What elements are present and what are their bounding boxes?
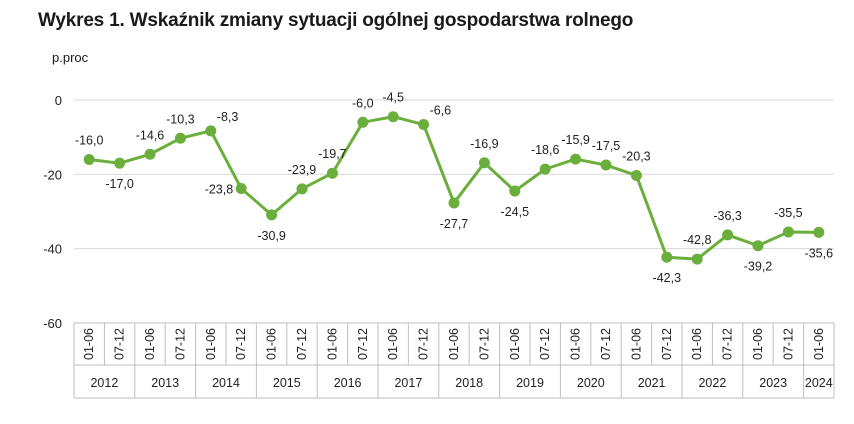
data-label: -15,9: [561, 133, 590, 147]
y-tick-label: -40: [43, 242, 62, 257]
data-point: [600, 159, 612, 171]
data-label: -8,3: [217, 110, 239, 124]
data-label: -16,9: [470, 137, 499, 151]
data-point: [722, 229, 734, 241]
x-tick-label: 01-06: [508, 328, 522, 360]
y-tick-label: -60: [43, 316, 62, 331]
data-point: [387, 111, 399, 123]
x-tick-label: 01-06: [751, 328, 765, 360]
x-tick-label: 07-12: [538, 328, 552, 360]
data-point: [326, 167, 338, 179]
x-tick-label: 07-12: [721, 328, 735, 360]
year-label: 2016: [334, 376, 362, 390]
year-label: 2017: [394, 376, 422, 390]
data-label: -42,3: [653, 271, 682, 285]
data-label: -4,5: [382, 91, 404, 105]
data-point: [539, 163, 551, 175]
data-point: [114, 157, 126, 169]
data-point: [235, 182, 247, 194]
x-tick-label: 07-12: [173, 328, 187, 360]
data-label: -16,0: [75, 133, 104, 147]
data-label: -35,6: [805, 246, 834, 260]
data-label: -19,7: [318, 147, 347, 161]
x-tick-label: 07-12: [599, 328, 613, 360]
data-point: [630, 169, 642, 181]
x-tick-label: 01-06: [143, 328, 157, 360]
x-tick-label: 01-06: [265, 328, 279, 360]
data-point: [813, 226, 825, 238]
data-label: -18,6: [531, 143, 560, 157]
x-tick-label: 07-12: [356, 328, 370, 360]
data-point: [144, 148, 156, 160]
chart-title: Wykres 1. Wskaźnik zmiany sytuacji ogóln…: [38, 10, 634, 31]
data-point: [782, 226, 794, 238]
data-label: -36,3: [713, 209, 742, 223]
data-point: [691, 253, 703, 265]
data-label: -24,5: [501, 205, 530, 219]
x-tick-label: 01-06: [82, 328, 96, 360]
data-label: -23,8: [205, 182, 234, 196]
data-label: -20,3: [622, 149, 651, 163]
data-point: [174, 132, 186, 144]
year-label: 2019: [516, 376, 544, 390]
x-tick-label: 01-06: [690, 328, 704, 360]
data-point: [509, 185, 521, 197]
data-label: -17,5: [592, 139, 621, 153]
data-label: -27,7: [440, 217, 469, 231]
year-label: 2018: [455, 376, 483, 390]
data-point: [266, 209, 278, 221]
data-point: [478, 157, 490, 169]
y-axis-unit-label: p.proc: [52, 50, 89, 65]
y-tick-label: 0: [55, 93, 62, 108]
data-label: -10,3: [166, 112, 195, 126]
data-label: -39,2: [744, 260, 773, 274]
data-label: -14,6: [136, 128, 165, 142]
data-label: -6,6: [430, 104, 452, 118]
year-label: 2024: [805, 376, 833, 390]
x-tick-label: 07-12: [477, 328, 491, 360]
data-label: -35,5: [774, 206, 803, 220]
data-point: [296, 183, 308, 195]
x-tick-label: 01-06: [812, 328, 826, 360]
x-tick-label: 07-12: [234, 328, 248, 360]
data-point: [752, 240, 764, 252]
data-point: [205, 125, 217, 137]
data-label: -42,8: [683, 233, 712, 247]
year-label: 2023: [759, 376, 787, 390]
data-point: [418, 119, 430, 131]
x-tick-label: 01-06: [325, 328, 339, 360]
data-point: [83, 153, 95, 165]
year-label: 2014: [212, 376, 240, 390]
x-tick-label: 07-12: [295, 328, 309, 360]
x-tick-label: 07-12: [113, 328, 127, 360]
year-label: 2013: [151, 376, 179, 390]
data-label: -6,0: [352, 96, 374, 110]
data-point: [661, 251, 673, 263]
x-tick-label: 01-06: [447, 328, 461, 360]
data-point: [357, 116, 369, 128]
year-label: 2022: [698, 376, 726, 390]
x-tick-label: 07-12: [781, 328, 795, 360]
year-label: 2015: [273, 376, 301, 390]
data-label: -30,9: [257, 229, 286, 243]
data-label: -23,9: [288, 163, 317, 177]
data-point: [570, 153, 582, 165]
data-label: -17,0: [105, 177, 134, 191]
x-tick-label: 01-06: [204, 328, 218, 360]
x-tick-label: 01-06: [569, 328, 583, 360]
x-tick-label: 01-06: [386, 328, 400, 360]
year-label: 2012: [90, 376, 118, 390]
data-point: [448, 197, 460, 209]
y-tick-label: -20: [43, 167, 62, 182]
x-tick-label: 07-12: [660, 328, 674, 360]
x-tick-label: 07-12: [417, 328, 431, 360]
x-tick-label: 01-06: [629, 328, 643, 360]
year-label: 2020: [577, 376, 605, 390]
year-label: 2021: [638, 376, 666, 390]
